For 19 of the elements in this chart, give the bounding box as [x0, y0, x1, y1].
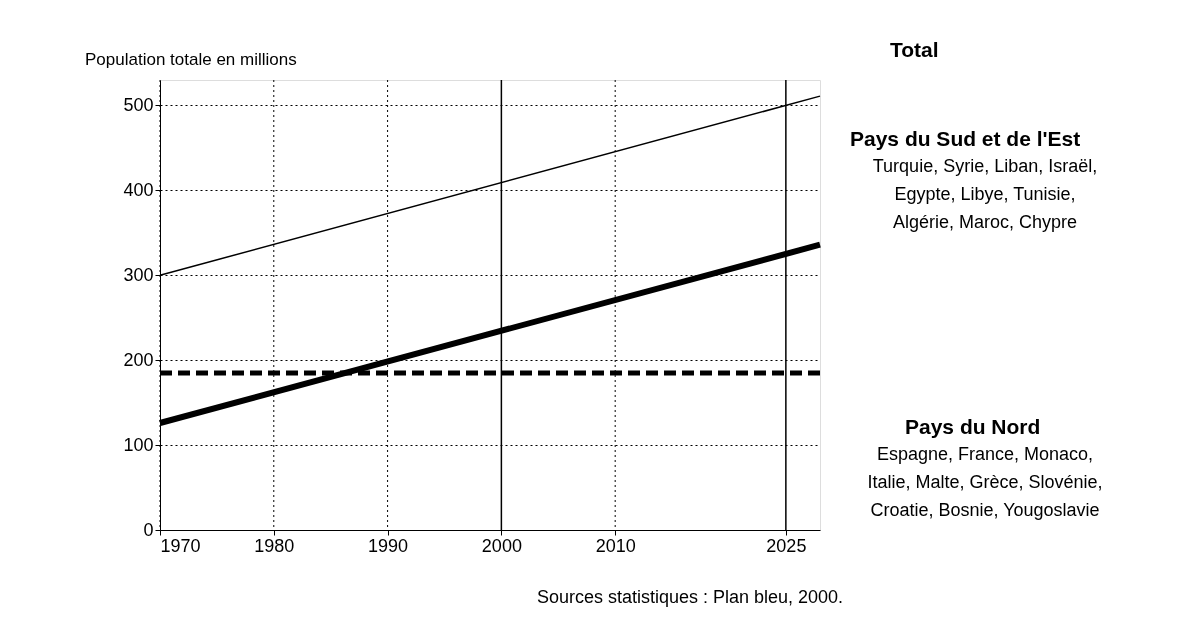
x-tick-label: 1970	[160, 535, 201, 556]
x-tick-label: 2025	[766, 535, 807, 556]
y-tick-label: 200	[123, 349, 154, 370]
x-tick-label: 2010	[595, 535, 636, 556]
x-tick-label: 1980	[254, 535, 295, 556]
source-note: Sources statistiques : Plan bleu, 2000.	[536, 587, 844, 607]
x-tick-label: 1990	[368, 535, 409, 556]
text: Pays du Sud et de l'Est	[850, 126, 1081, 150]
y-tick-label: 400	[123, 179, 154, 200]
text: Total	[890, 38, 939, 62]
y-tick-label: 300	[123, 264, 154, 285]
y-tick-label: 100	[123, 434, 154, 455]
text: Espagne, France, Monaco, Italie, Malte, Grèce, Slovénie, Croatie, Bosnie, Yougoslavie	[867, 443, 1103, 520]
text: Turquie, Syrie, Liban, Israël, Egypte, Libye, Tunisie, Algérie, Maroc, Chypre	[872, 155, 1098, 232]
y-tick-label: 0	[143, 519, 154, 540]
x-tick-label: 2000	[481, 535, 522, 556]
text: Pays du Nord	[905, 414, 1041, 438]
y-tick-label: 500	[123, 94, 154, 115]
y-axis-title: Population totale en millions	[85, 50, 297, 69]
